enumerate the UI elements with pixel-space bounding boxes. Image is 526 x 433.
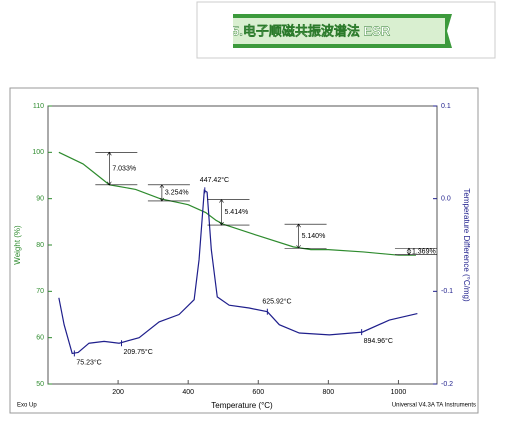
y2-axis-title: Temperature Difference (°C/mg) <box>462 188 471 302</box>
x-tick-label: 200 <box>112 389 124 396</box>
peak-label: 894.96°C <box>364 337 393 345</box>
step-label: 1.369% <box>412 248 436 255</box>
x-tick-label: 1000 <box>391 389 407 396</box>
arrow-head <box>107 151 112 186</box>
y-tick-label: 80 <box>36 242 44 249</box>
step-label: 5.414% <box>224 209 248 216</box>
y-tick-label: 50 <box>36 381 44 388</box>
peak-label: 75.23°C <box>76 358 101 366</box>
peak-label: 209.75°C <box>124 348 153 356</box>
y-tick-label: 90 <box>36 196 44 203</box>
banner-title: 5.电子顺磁共振波谱法 ESR <box>232 23 391 38</box>
step-label: 7.033% <box>112 165 136 172</box>
x-axis-title: Temperature (°C) <box>211 401 273 410</box>
y-tick-label: 100 <box>32 149 44 156</box>
y-tick-label: 70 <box>36 288 44 295</box>
banner-inner <box>233 18 445 44</box>
x-tick-label: 600 <box>252 389 264 396</box>
y-axis-title: Weight (%) <box>13 225 22 265</box>
arrow-head <box>219 199 224 226</box>
corner-right: Universal V4.3A TA Instruments <box>392 403 476 409</box>
y2-tick-label: 0.1 <box>441 103 451 110</box>
arrow-head <box>406 247 412 256</box>
peak-label: 625.92°C <box>262 298 291 306</box>
y2-tick-label: -0.1 <box>441 288 453 295</box>
arrow-head <box>159 184 165 202</box>
chart-frame <box>9 87 479 414</box>
x-tick-label: 800 <box>323 389 335 396</box>
x-tick-label: 400 <box>182 389 194 396</box>
y2-tick-label: 0.0 <box>441 196 451 203</box>
peak-label: 447.42°C <box>200 176 229 184</box>
y-tick-label: 110 <box>33 103 44 110</box>
corner-left: Exo Up <box>17 403 37 409</box>
step-label: 3.254% <box>165 190 189 197</box>
y2-tick-label: -0.2 <box>441 381 453 388</box>
arrow-head <box>296 223 301 249</box>
y-tick-label: 60 <box>36 335 44 342</box>
step-label: 5.140% <box>302 233 326 240</box>
